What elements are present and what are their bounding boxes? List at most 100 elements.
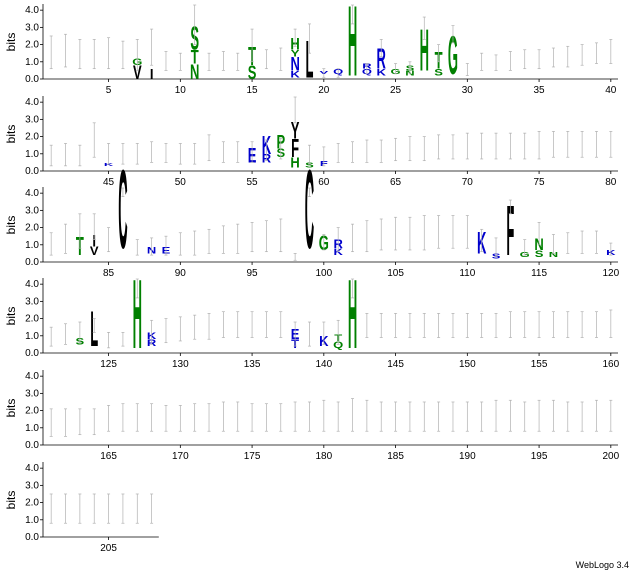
x-tick-label: 180 <box>315 451 332 462</box>
logo-letter: H <box>348 0 357 98</box>
y-tick-label: 3.0 <box>25 480 39 491</box>
x-tick-label: 90 <box>175 268 187 279</box>
x-tick-label: 70 <box>462 177 474 188</box>
y-tick-label: 3.0 <box>25 114 39 125</box>
x-tick-label: 175 <box>244 451 261 462</box>
x-tick-label: 150 <box>459 359 476 370</box>
y-tick-label: 4.0 <box>25 188 39 199</box>
y-tick-label: 1.0 <box>25 331 39 342</box>
y-tick-label: 3.0 <box>25 205 39 216</box>
x-tick-label: 55 <box>247 177 259 188</box>
x-tick-label: 170 <box>172 451 189 462</box>
y-tick-label: 2.0 <box>25 132 39 143</box>
x-tick-label: 95 <box>247 268 259 279</box>
logo-letter: I <box>92 232 96 251</box>
y-tick-label: 0.0 <box>25 257 39 268</box>
x-tick-label: 205 <box>100 543 117 554</box>
x-tick-label: 75 <box>534 177 546 188</box>
logo-letter: T <box>191 47 199 68</box>
x-tick-label: 40 <box>605 85 617 96</box>
y-tick-label: 2.0 <box>25 498 39 509</box>
y-axis-title: bits <box>4 33 18 52</box>
logo-letter: F <box>320 160 329 168</box>
x-tick-label: 50 <box>175 177 187 188</box>
x-tick-label: 105 <box>387 268 404 279</box>
x-tick-label: 25 <box>390 85 402 96</box>
x-tick-label: 155 <box>531 359 548 370</box>
y-tick-label: 3.0 <box>25 388 39 399</box>
x-tick-label: 80 <box>605 177 617 188</box>
logo-letter: K <box>104 162 113 167</box>
y-tick-label: 2.0 <box>25 40 39 51</box>
x-tick-label: 15 <box>247 85 259 96</box>
logo-letter: R <box>377 43 386 75</box>
x-tick-label: 140 <box>315 359 332 370</box>
y-tick-label: 2.0 <box>25 223 39 234</box>
y-tick-label: 1.0 <box>25 515 39 526</box>
x-tick-label: 165 <box>100 451 117 462</box>
logo-letter: F <box>506 190 514 271</box>
x-tick-label: 85 <box>103 268 115 279</box>
y-axis-title: bits <box>4 399 18 418</box>
x-tick-label: 195 <box>531 451 548 462</box>
logo-letter: K <box>147 332 157 342</box>
logo-letter: N <box>290 54 299 75</box>
x-tick-label: 65 <box>390 177 402 188</box>
y-tick-label: 1.0 <box>25 149 39 160</box>
y-axis-title: bits <box>4 216 18 235</box>
x-tick-label: 115 <box>531 268 547 279</box>
y-axis-title: bits <box>4 307 18 326</box>
y-tick-label: 0.0 <box>25 166 39 177</box>
logo-letter: H <box>290 155 299 171</box>
x-tick-label: 135 <box>244 359 261 370</box>
x-tick-label: 30 <box>462 85 474 96</box>
logo-letter: G <box>448 26 458 87</box>
y-tick-label: 0.0 <box>25 440 39 451</box>
y-tick-label: 1.0 <box>25 240 39 251</box>
logo-letter: Q <box>333 340 343 350</box>
logo-letter: V <box>133 63 142 84</box>
x-tick-label: 60 <box>318 177 330 188</box>
x-tick-label: 5 <box>106 85 112 96</box>
x-tick-label: 185 <box>387 451 404 462</box>
y-tick-label: 0.0 <box>25 532 39 543</box>
y-tick-label: 4.0 <box>25 5 39 16</box>
y-tick-label: 4.0 <box>25 371 39 382</box>
x-tick-label: 45 <box>103 177 115 188</box>
logo-letter: K <box>290 70 300 80</box>
y-tick-label: 0.0 <box>25 74 39 85</box>
logo-letter: F <box>291 134 299 163</box>
y-tick-label: 3.0 <box>25 22 39 33</box>
x-tick-label: 20 <box>318 85 330 96</box>
y-tick-label: 4.0 <box>25 97 39 108</box>
logo-letter: S <box>305 162 314 170</box>
weblogo-credit: WebLogo 3.4 <box>575 560 629 570</box>
logo-letter: V <box>90 245 99 258</box>
logo-letter: K <box>377 68 387 78</box>
x-tick-label: 100 <box>315 268 332 279</box>
y-axis-title: bits <box>4 491 18 510</box>
logo-letter: C <box>118 147 127 272</box>
logo-letter: H <box>420 18 429 84</box>
logo-letter: S <box>248 63 257 84</box>
y-tick-label: 1.0 <box>25 57 39 68</box>
x-tick-label: 125 <box>100 359 117 370</box>
logo-letter: N <box>549 251 558 259</box>
logo-letter: H <box>348 260 357 369</box>
logo-letter: K <box>333 248 343 258</box>
logo-letter: S <box>535 249 544 259</box>
y-axis-title: bits <box>4 125 18 144</box>
logo-letter: C <box>305 147 314 272</box>
y-tick-label: 2.0 <box>25 314 39 325</box>
logo-letter: N <box>190 60 199 84</box>
y-tick-label: 4.0 <box>25 463 39 474</box>
y-tick-label: 3.0 <box>25 296 39 307</box>
x-tick-label: 130 <box>172 359 189 370</box>
x-tick-label: 10 <box>175 85 187 96</box>
x-tick-label: 200 <box>602 451 619 462</box>
logo-letter: Y <box>291 118 300 144</box>
x-tick-label: 190 <box>459 451 476 462</box>
x-tick-label: 35 <box>534 85 546 96</box>
y-tick-label: 4.0 <box>25 279 39 290</box>
x-tick-label: 110 <box>459 268 475 279</box>
